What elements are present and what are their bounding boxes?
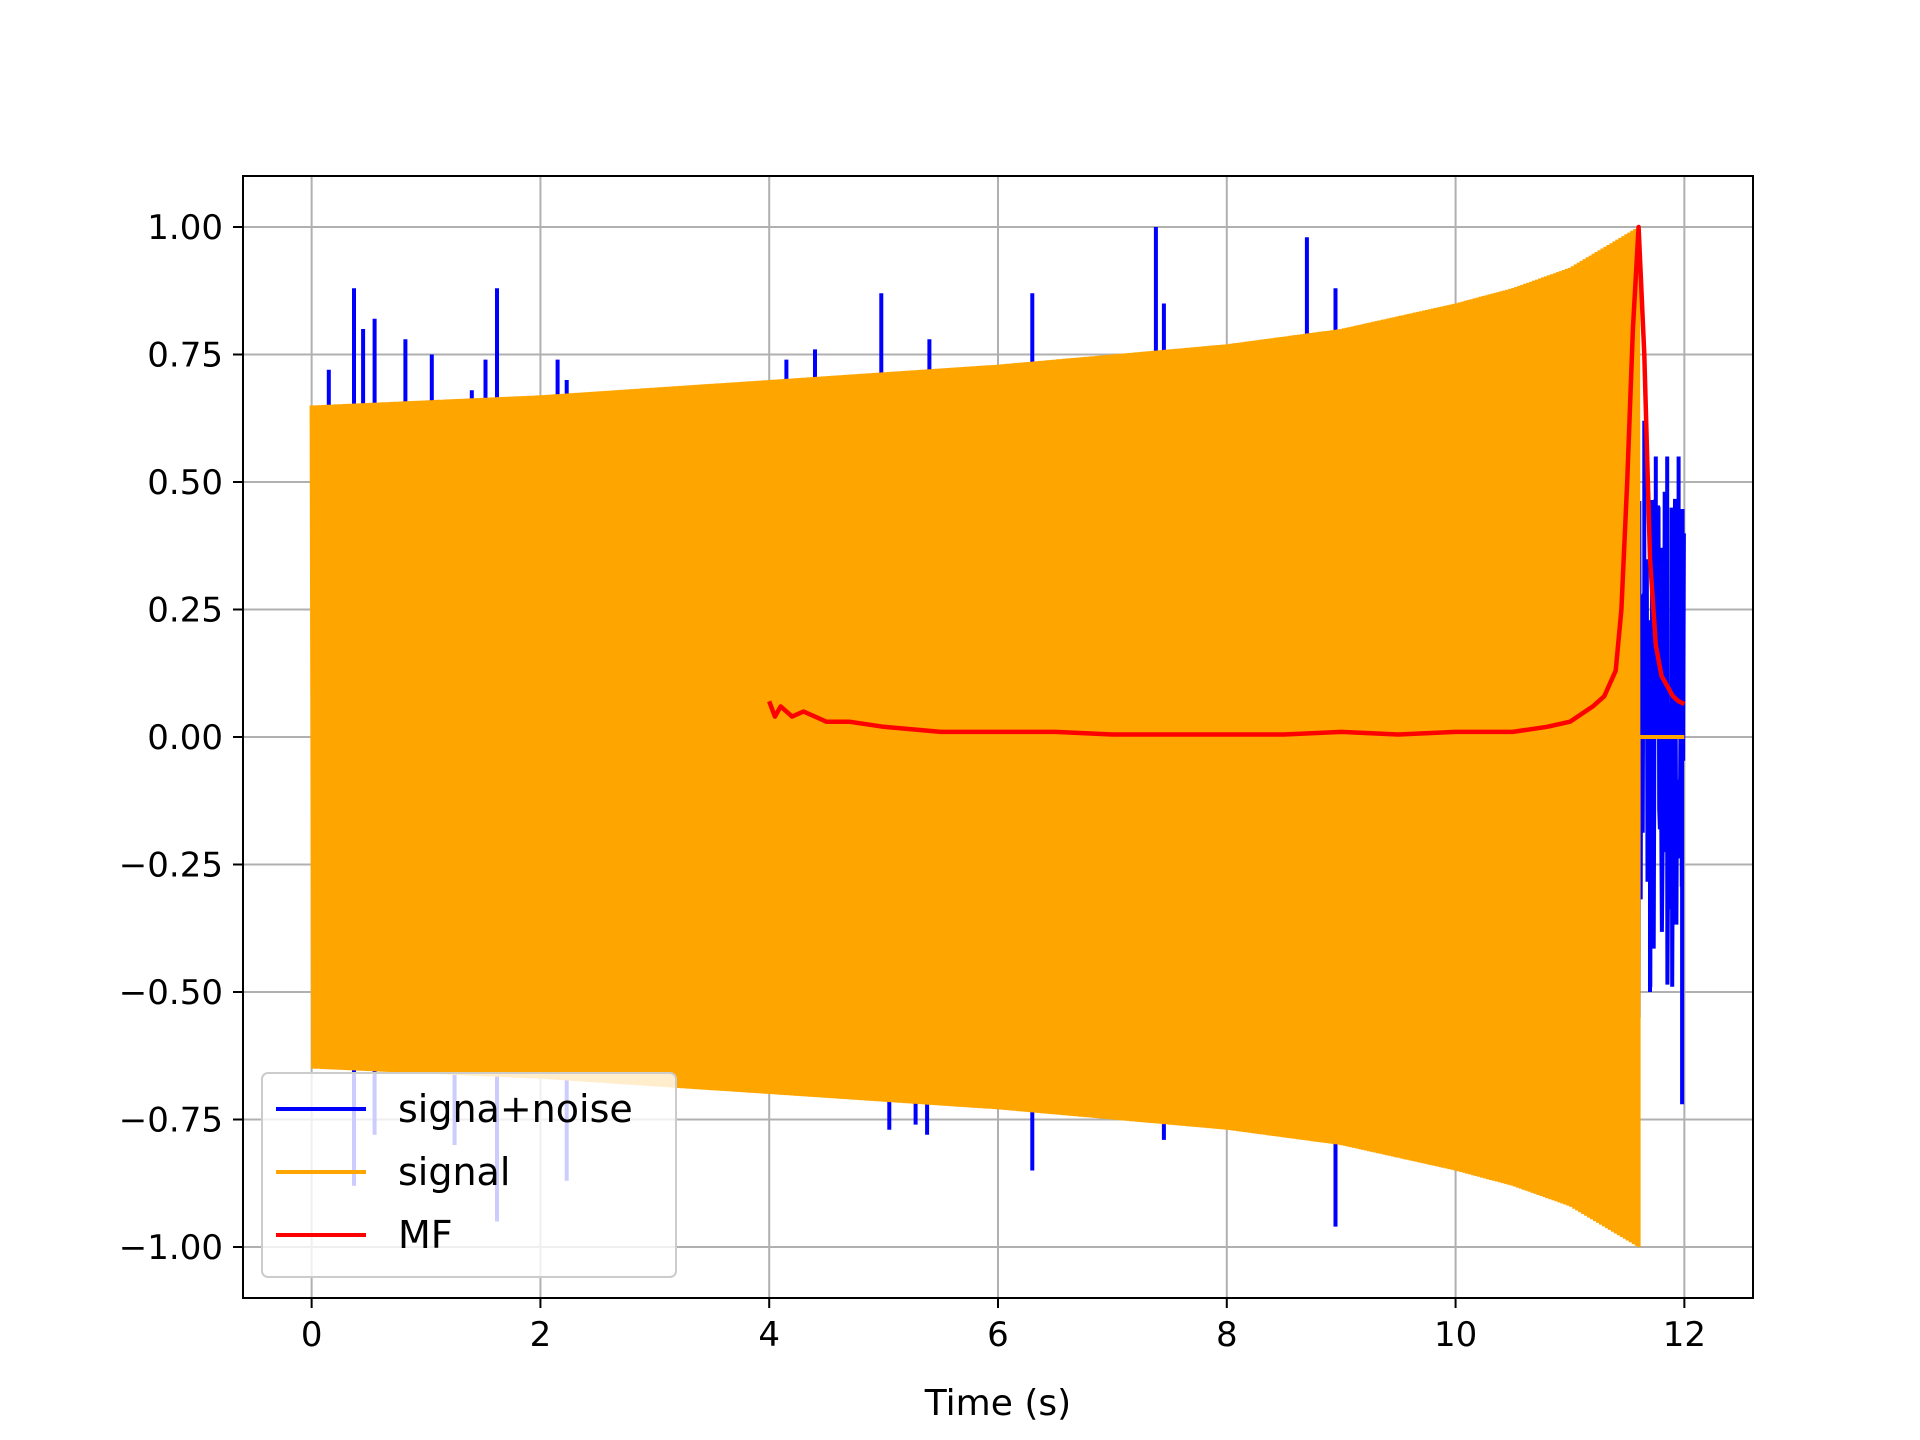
x-axis-ticks: 0 2 4 6 8 10 12 <box>301 1298 1706 1355</box>
x-tick-label: 2 <box>530 1315 552 1355</box>
x-tick-label: 10 <box>1434 1315 1477 1355</box>
mf-line <box>767 224 1686 737</box>
y-tick-label: 0.75 <box>147 336 223 376</box>
legend-box <box>261 1072 677 1278</box>
legend-label: signal <box>398 1150 510 1194</box>
x-tick-label: 4 <box>758 1315 780 1355</box>
y-tick-label: −0.75 <box>119 1101 223 1141</box>
y-tick-label: 0.50 <box>147 463 223 503</box>
plot-area <box>309 224 1686 1248</box>
legend: signa+noise signal MF <box>261 1072 677 1278</box>
x-axis-label: Time (s) <box>924 1383 1071 1424</box>
legend-label: MF <box>398 1213 453 1257</box>
y-tick-label: 0.00 <box>147 718 223 758</box>
x-tick-label: 0 <box>301 1315 323 1355</box>
y-tick-label: 1.00 <box>147 208 223 248</box>
x-tick-label: 8 <box>1216 1315 1238 1355</box>
y-tick-label: −0.50 <box>119 973 223 1013</box>
legend-label: signa+noise <box>398 1087 633 1131</box>
y-tick-label: −0.25 <box>119 846 223 886</box>
y-axis-ticks: 1.00 0.75 0.50 0.25 0.00 −0.25 −0.50 −0.75 −1.00 <box>119 208 243 1268</box>
y-tick-label: 0.25 <box>147 591 223 631</box>
x-tick-label: 6 <box>987 1315 1009 1355</box>
x-tick-label: 12 <box>1663 1315 1706 1355</box>
series-mf <box>767 224 1686 737</box>
y-tick-label: −1.00 <box>119 1228 223 1268</box>
